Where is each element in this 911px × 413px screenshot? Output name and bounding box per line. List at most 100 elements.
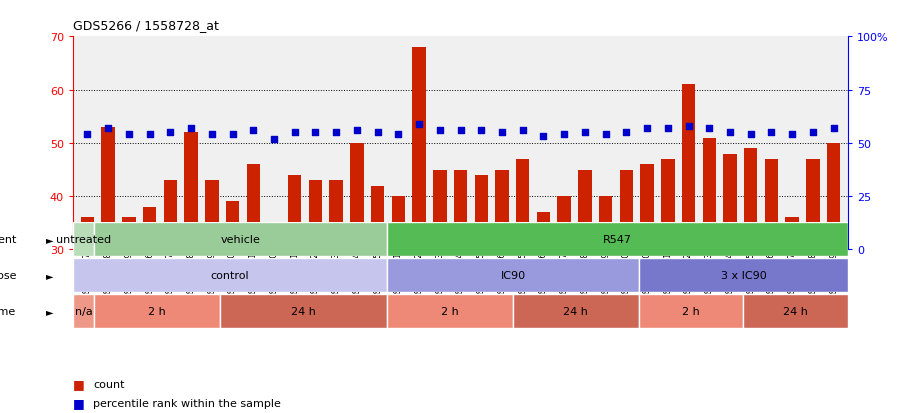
Point bbox=[349, 128, 363, 134]
Bar bbox=[557, 197, 570, 250]
Point bbox=[184, 125, 199, 132]
Point bbox=[577, 130, 591, 136]
Point bbox=[640, 125, 654, 132]
Point bbox=[225, 132, 240, 138]
Text: GDS5266 / 1558728_at: GDS5266 / 1558728_at bbox=[73, 19, 219, 31]
Bar bbox=[640, 165, 653, 250]
Bar bbox=[73, 259, 387, 292]
Text: count: count bbox=[93, 379, 125, 389]
Point bbox=[494, 130, 508, 136]
Bar bbox=[826, 143, 839, 250]
Bar bbox=[764, 159, 777, 250]
Text: 24 h: 24 h bbox=[291, 306, 315, 316]
Text: ►: ► bbox=[46, 306, 54, 316]
Bar bbox=[387, 223, 847, 256]
Bar bbox=[267, 228, 281, 250]
Bar bbox=[309, 181, 322, 250]
Text: 2 h: 2 h bbox=[148, 306, 166, 316]
Text: R547: R547 bbox=[602, 235, 631, 244]
Point bbox=[370, 130, 384, 136]
Point bbox=[722, 130, 736, 136]
Bar bbox=[784, 218, 798, 250]
Point bbox=[742, 132, 757, 138]
Bar bbox=[73, 223, 94, 256]
Point bbox=[266, 136, 281, 142]
Text: ■: ■ bbox=[73, 396, 85, 409]
Bar bbox=[578, 170, 591, 250]
Bar bbox=[474, 176, 487, 250]
Point bbox=[804, 130, 819, 136]
Bar bbox=[743, 149, 757, 250]
Text: untreated: untreated bbox=[56, 235, 111, 244]
Bar bbox=[701, 138, 715, 250]
Point bbox=[825, 125, 840, 132]
Point bbox=[763, 130, 778, 136]
Point bbox=[287, 130, 302, 136]
Bar bbox=[226, 202, 239, 250]
Point bbox=[432, 128, 446, 134]
Point bbox=[619, 130, 633, 136]
Bar bbox=[454, 170, 466, 250]
Bar bbox=[619, 170, 632, 250]
Text: IC90: IC90 bbox=[500, 271, 525, 280]
Bar bbox=[329, 181, 343, 250]
Bar bbox=[220, 294, 387, 328]
Text: 24 h: 24 h bbox=[783, 306, 807, 316]
Point bbox=[474, 128, 488, 134]
Point bbox=[329, 130, 343, 136]
Bar bbox=[184, 133, 198, 250]
Text: time: time bbox=[0, 306, 16, 316]
Bar bbox=[638, 259, 847, 292]
Bar bbox=[512, 294, 638, 328]
Text: ■: ■ bbox=[73, 377, 85, 391]
Point bbox=[163, 130, 178, 136]
Point bbox=[681, 123, 695, 130]
Bar bbox=[495, 170, 508, 250]
Point bbox=[660, 125, 674, 132]
Point bbox=[784, 132, 799, 138]
Bar bbox=[73, 294, 94, 328]
Bar bbox=[638, 294, 742, 328]
Point bbox=[701, 125, 716, 132]
Point bbox=[308, 130, 322, 136]
Bar bbox=[163, 181, 177, 250]
Text: ►: ► bbox=[46, 271, 54, 280]
Bar bbox=[371, 186, 384, 250]
Point bbox=[391, 132, 405, 138]
Point bbox=[142, 132, 157, 138]
Bar bbox=[350, 143, 363, 250]
Point bbox=[412, 121, 426, 128]
Text: agent: agent bbox=[0, 235, 16, 244]
Bar bbox=[742, 294, 847, 328]
Text: dose: dose bbox=[0, 271, 16, 280]
Bar bbox=[143, 207, 156, 250]
Point bbox=[598, 132, 612, 138]
Bar bbox=[94, 223, 387, 256]
Bar bbox=[660, 159, 674, 250]
Text: 24 h: 24 h bbox=[563, 306, 588, 316]
Bar bbox=[205, 181, 219, 250]
Bar bbox=[101, 128, 115, 250]
Point bbox=[453, 128, 467, 134]
Bar bbox=[391, 197, 404, 250]
Bar bbox=[94, 294, 220, 328]
Bar bbox=[81, 218, 94, 250]
Bar bbox=[412, 48, 425, 250]
Bar bbox=[433, 170, 446, 250]
Bar bbox=[681, 85, 694, 250]
Point bbox=[246, 128, 261, 134]
Text: control: control bbox=[210, 271, 249, 280]
Point bbox=[80, 132, 95, 138]
Bar bbox=[387, 259, 638, 292]
Point bbox=[121, 132, 136, 138]
Point bbox=[536, 134, 550, 140]
Text: 3 x IC90: 3 x IC90 bbox=[720, 271, 765, 280]
Point bbox=[204, 132, 219, 138]
Text: n/a: n/a bbox=[75, 306, 92, 316]
Text: percentile rank within the sample: percentile rank within the sample bbox=[93, 398, 281, 408]
Bar bbox=[599, 197, 611, 250]
Text: 2 h: 2 h bbox=[441, 306, 458, 316]
Bar bbox=[288, 176, 302, 250]
Bar bbox=[805, 159, 819, 250]
Point bbox=[515, 128, 529, 134]
